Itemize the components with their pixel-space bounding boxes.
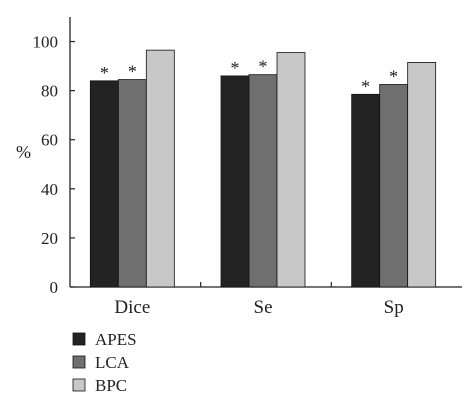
legend-swatch-apes — [72, 332, 86, 346]
bar-bpc-dice — [145, 49, 175, 288]
bar-apes-dice — [89, 80, 119, 288]
bar-bpc-sp — [407, 62, 437, 288]
x-tick-label: Sp — [384, 297, 404, 318]
significance-marker: * — [231, 58, 240, 78]
legend-swatch-bpc — [72, 378, 86, 392]
legend: APES LCA BPC — [72, 330, 137, 395]
y-tick-label: 60 — [41, 131, 58, 150]
legend-label: APES — [95, 330, 137, 349]
bars: * * * * * * — [89, 49, 437, 288]
y-tick-label: 20 — [41, 229, 58, 248]
y-tick-label: 100 — [33, 33, 59, 52]
legend-label: LCA — [95, 353, 130, 372]
bar-apes-se — [220, 75, 250, 288]
bar-bpc-se — [276, 52, 306, 288]
y-tick-label: 0 — [50, 278, 59, 297]
significance-marker: * — [361, 76, 370, 96]
y-axis-title: % — [16, 142, 31, 162]
bar-lca-sp — [379, 84, 409, 288]
significance-marker: * — [389, 67, 398, 87]
significance-marker: * — [128, 62, 137, 82]
significance-marker: * — [259, 57, 268, 77]
y-tick-label: 80 — [41, 82, 58, 101]
x-tick-label: Dice — [114, 297, 150, 318]
bar-lca-se — [248, 74, 278, 288]
x-axis: Dice Se Sp — [70, 282, 462, 318]
bar-apes-sp — [351, 93, 381, 288]
x-tick-label: Se — [254, 297, 273, 318]
legend-swatch-lca — [72, 355, 86, 369]
y-tick-label: 40 — [41, 180, 58, 199]
bar-lca-dice — [117, 79, 147, 288]
legend-label: BPC — [95, 376, 127, 395]
significance-marker: * — [100, 63, 109, 83]
y-axis: 0 20 40 60 80 100 — [33, 17, 75, 297]
